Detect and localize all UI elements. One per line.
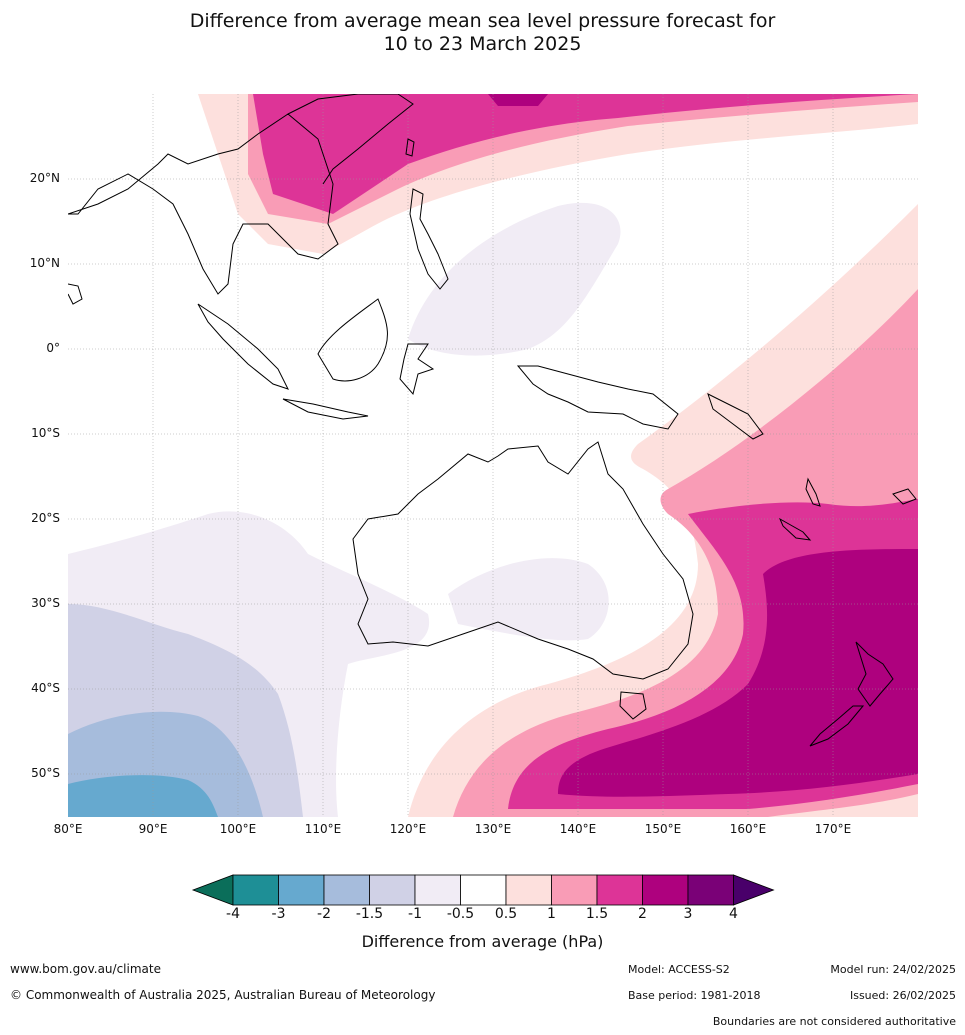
coast-sumatra [197,303,289,390]
model-name: Model: ACCESS-S2 [628,963,730,976]
colour-bar-segment [278,874,325,906]
coast-new-caledonia [778,517,812,541]
colour-bar [191,874,775,906]
coast-china [287,94,414,185]
colour-bar-segment [460,874,507,906]
lat-label: 20°N [29,171,60,185]
lat-label: 20°S [31,511,60,525]
lon-label: 130°E [474,822,512,836]
graticule [68,94,918,817]
lon-label: 150°E [644,822,682,836]
chart-title: Difference from average mean sea level p… [0,10,965,56]
coast-solomon [707,393,764,440]
coast-borneo [317,298,388,382]
colour-bar-segment [642,874,689,906]
boundaries-disclaimer: Boundaries are not considered authoritat… [712,1015,956,1028]
colour-bar-segment [232,874,279,906]
lon-label: 140°E [559,822,597,836]
colour-bar-segment [551,874,598,906]
colour-bar-tick-label: 1 [547,906,556,922]
copyright-text: © Commonwealth of Australia 2025, Austra… [10,988,436,1002]
model-run-date: Model run: 24/02/2025 [830,963,956,976]
website-link[interactable]: www.bom.gov.au/climate [10,962,161,976]
colour-bar-segment [596,874,643,906]
coast-philippines [409,188,449,290]
anomaly-band-neg0.5-tropics [408,202,621,356]
coast-new-zealand-north [855,641,894,707]
pressure-anomaly-map [68,94,918,817]
coast-new-zealand-south [809,705,865,747]
issued-date: Issued: 26/02/2025 [849,989,956,1002]
anomaly-band-neg2-west [68,775,218,817]
colour-bar-label: Difference from average (hPa) [361,932,604,951]
colour-bar-tick-label: 3 [683,906,693,922]
lat-label: 50°S [31,766,60,780]
lon-label: 90°E [138,822,168,836]
lat-label: 10°S [31,426,60,440]
title-line-1: Difference from average mean sea level p… [189,10,776,32]
colour-bar-tick-label: 4 [729,906,738,922]
coast-asia-mainland [68,113,339,295]
lon-label: 170°E [814,822,852,836]
anomaly-band-1.5-north [253,94,918,214]
coast-java [282,398,369,420]
lon-label: 160°E [729,822,767,836]
lon-label: 110°E [304,822,342,836]
lat-label: 0° [46,341,60,355]
coast-taiwan [405,138,415,157]
anomaly-band-2-south [558,549,918,797]
lon-label: 120°E [389,822,427,836]
coast-vanuatu [805,477,821,507]
colour-bar-arrow-high [733,874,775,906]
coastlines [68,94,917,747]
colour-bar-tick-label: -0.5 [446,906,475,922]
anomaly-band-neg0.5-australia [448,558,609,641]
lon-label: 80°E [53,822,83,836]
lon-label: 100°E [219,822,257,836]
colour-bar-tick-label: -3 [271,906,286,922]
coast-tasmania [619,691,647,720]
colour-bar-tick-label: 0.5 [494,906,518,922]
coast-sulawesi [399,343,435,396]
colour-bar-tick-label: -4 [226,906,240,922]
colour-bar-arrow-low [191,874,234,906]
colour-bar-tick-label: 2 [638,906,647,922]
colour-bar-segment [687,874,734,906]
colour-bar-segment [414,874,461,906]
colour-bar-segment [323,874,370,906]
colour-bar-tick-label: -1.5 [355,906,384,922]
colour-bar-tick-label: -2 [317,906,331,922]
coast-australia [352,441,694,680]
coast-fiji [892,488,917,505]
coast-new-guinea [516,365,679,430]
colour-bar-tick-label: 1.5 [585,906,609,922]
title-line-2: 10 to 23 March 2025 [383,33,582,55]
lat-label: 40°S [31,681,60,695]
colour-bar-segment [369,874,416,906]
anomaly-band-2-north [488,94,548,106]
colour-bar-segment [505,874,552,906]
lat-label: 30°S [31,596,60,610]
base-period: Base period: 1981-2018 [628,989,761,1002]
colour-bar-tick-label: -1 [408,906,422,922]
lat-label: 10°N [29,256,60,270]
coast-sri-lanka [68,283,83,305]
